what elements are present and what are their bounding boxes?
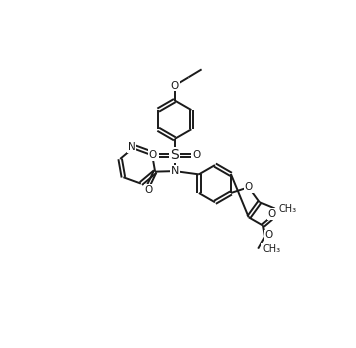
Text: O: O: [171, 80, 179, 90]
Text: CH₃: CH₃: [278, 204, 296, 214]
Text: O: O: [145, 185, 153, 195]
Text: S: S: [171, 148, 179, 162]
Text: O: O: [268, 209, 276, 219]
Text: O: O: [265, 230, 273, 240]
Text: CH₃: CH₃: [262, 244, 280, 254]
Text: N: N: [128, 142, 136, 152]
Text: O: O: [149, 150, 157, 160]
Text: O: O: [193, 150, 201, 160]
Text: N: N: [171, 166, 179, 176]
Text: O: O: [245, 182, 253, 192]
